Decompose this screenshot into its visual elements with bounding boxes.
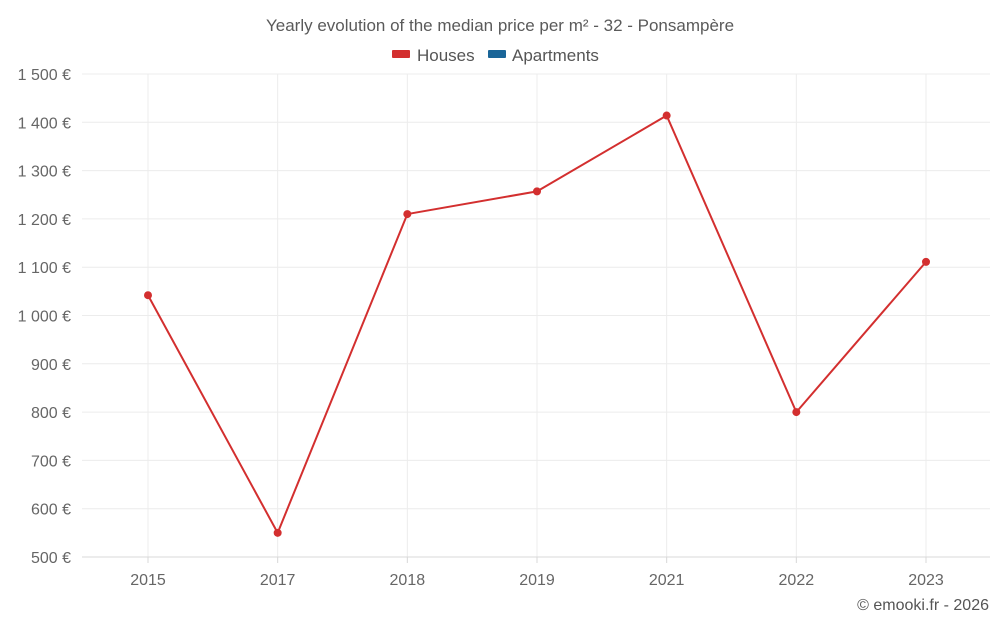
data-point-houses-2017[interactable] (273, 528, 282, 537)
data-point-houses-2019[interactable] (533, 187, 542, 196)
x-tick-label: 2021 (649, 572, 685, 589)
data-point-houses-2021[interactable] (662, 111, 671, 120)
x-tick-label: 2023 (908, 572, 944, 589)
y-tick-label: 600 € (31, 502, 71, 519)
chart-header: Yearly evolution of the median price per… (266, 16, 734, 35)
y-tick-label: 1 300 € (18, 164, 71, 181)
grid (82, 73, 990, 557)
chart-legend: Houses Apartments (392, 46, 599, 65)
x-tick-label: 2018 (390, 572, 426, 589)
data-point-houses-2023[interactable] (922, 257, 931, 266)
y-axis-ticks: 500 € 600 € 700 € 800 € 900 € 1 000 € 1 100 € 1… (18, 67, 71, 567)
series-layer (144, 111, 931, 537)
x-tick-label: 2017 (260, 572, 296, 589)
x-tick-label: 2022 (779, 572, 815, 589)
legend-item-apartments[interactable]: Apartments (488, 46, 599, 65)
y-tick-label: 1 000 € (18, 309, 71, 326)
y-tick-label: 1 100 € (18, 260, 71, 277)
x-axis-ticks: 2015 2017 2018 2019 2021 2022 2023 (130, 572, 944, 589)
x-tick-label: 2015 (130, 572, 166, 589)
y-tick-label: 1 500 € (18, 67, 71, 84)
axes (82, 556, 990, 563)
data-point-houses-2015[interactable] (144, 291, 152, 300)
y-tick-label: 1 200 € (18, 212, 71, 229)
legend-label-houses: Houses (417, 46, 475, 65)
legend-label-apartments: Apartments (512, 46, 599, 65)
y-tick-label: 500 € (31, 550, 71, 567)
y-tick-label: 700 € (31, 453, 71, 470)
legend-item-houses[interactable]: Houses (392, 46, 475, 65)
legend-swatch-houses (392, 50, 410, 58)
data-point-houses-2018[interactable] (403, 210, 412, 219)
x-tick-label: 2019 (519, 572, 555, 589)
chart-title: Yearly evolution of the median price per… (266, 16, 734, 35)
y-tick-label: 1 400 € (18, 115, 71, 132)
y-tick-label: 800 € (31, 405, 71, 422)
copyright-text: © emooki.fr - 2026 (857, 597, 989, 614)
legend-swatch-apartments (488, 50, 506, 58)
data-point-houses-2022[interactable] (792, 408, 801, 417)
y-tick-label: 900 € (31, 357, 71, 374)
